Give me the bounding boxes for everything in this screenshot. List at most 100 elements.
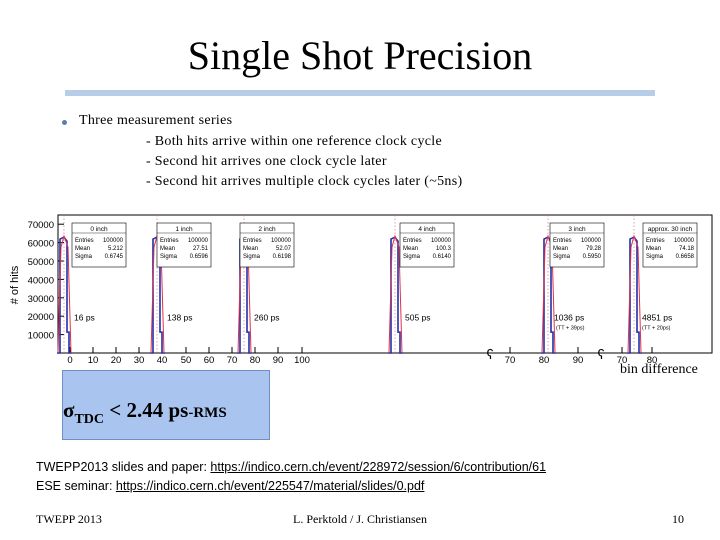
bin-difference-label: bin difference — [620, 362, 698, 377]
stats-key: Mean — [553, 246, 568, 252]
link-row-twepp: TWEPP2013 slides and paper: https://indi… — [36, 458, 546, 477]
histogram-bar — [388, 236, 403, 354]
plot-frame — [57, 214, 713, 354]
stats-value: 5.212 — [108, 246, 124, 252]
histogram-svg: # of hits 10000 20000 30000 40000 50000 60000 7… — [9, 214, 713, 366]
stats-value: 27.51 — [193, 246, 209, 252]
stats-key: Entries — [553, 238, 572, 244]
x-tick-label: 90 — [273, 355, 284, 366]
x-tick-label: 30 — [134, 355, 145, 366]
stats-box-title: 4 inch — [418, 226, 436, 233]
bullet-main: Three measurement series — [79, 113, 233, 128]
stats-key: Mean — [646, 246, 661, 252]
fit-curve — [57, 234, 72, 354]
x-tick-label: 60 — [204, 355, 215, 366]
sigma-subscript: TDC — [74, 412, 104, 427]
x-tick-label: 40 — [157, 355, 168, 366]
title-underline — [65, 90, 655, 96]
y-tick-label: 30000 — [28, 294, 54, 305]
y-tick-label: 40000 — [28, 275, 54, 286]
reference-links: TWEPP2013 slides and paper: https://indi… — [36, 458, 546, 496]
stats-key: Entries — [403, 238, 422, 244]
footer-center: L. Perktold / J. Christiansen — [293, 512, 427, 526]
stats-value: 74.18 — [679, 246, 695, 252]
sigma-unit: -RMS — [188, 405, 227, 421]
fit-curve — [388, 234, 403, 354]
stats-box-title: approx. 30 inch — [648, 226, 693, 233]
link-twepp[interactable]: https://indico.cern.ch/event/228972/sess… — [210, 460, 547, 474]
peak-annotation: 4851 ps — [642, 313, 672, 323]
stats-value: 0.5950 — [583, 254, 602, 260]
histogram-plot: # of hits 10000 20000 30000 40000 50000 60000 7… — [0, 205, 720, 370]
stats-box-title: 1 inch — [175, 226, 193, 233]
subbullet-2: - Second hit arrives one clock cycle lat… — [146, 154, 387, 169]
peak-annotation: 260 ps — [254, 313, 280, 323]
sigma-value: < 2.44 ps — [104, 398, 189, 422]
stats-value: 100.3 — [436, 246, 452, 252]
x-tick-label: 90 — [573, 355, 584, 366]
stats-key: Sigma — [646, 254, 664, 260]
y-tick-label: 10000 — [28, 331, 54, 342]
slide-title: Single Shot Precision — [187, 33, 533, 78]
stats-key: Entries — [75, 238, 94, 244]
stats-value: 0.6140 — [433, 254, 452, 260]
stats-key: Sigma — [75, 254, 93, 260]
y-tick-label: 60000 — [28, 239, 54, 250]
stats-value: 100000 — [103, 238, 124, 244]
x-tick-label: 0 — [67, 355, 72, 366]
stats-value: 79.28 — [586, 246, 602, 252]
sigma-box: σTDC < 2.44 ps-RMS — [62, 370, 270, 440]
peak-annotation: 1036 ps — [554, 313, 584, 323]
histogram-bar — [57, 236, 72, 354]
stats-box — [239, 222, 295, 268]
stats-value: 100000 — [581, 238, 602, 244]
stats-value: 100000 — [431, 238, 452, 244]
axis-break-icon: ʕ — [487, 346, 494, 362]
sigma-symbol: σ — [63, 398, 75, 422]
stats-box — [156, 222, 212, 268]
stats-value: 100000 — [674, 238, 695, 244]
link-row-ese: ESE seminar: https://indico.cern.ch/even… — [36, 477, 546, 496]
stats-key: Sigma — [403, 254, 421, 260]
link-ese[interactable]: https://indico.cern.ch/event/225547/mate… — [115, 479, 425, 493]
stats-key: Sigma — [243, 254, 261, 260]
y-axis-label: # of hits — [9, 265, 21, 304]
stats-box-title: 0 inch — [90, 226, 108, 233]
stats-key: Entries — [646, 238, 665, 244]
peak-annotation: 138 ps — [167, 313, 193, 323]
y-tick-label: 20000 — [28, 312, 54, 323]
stats-key: Mean — [403, 246, 418, 252]
x-tick-label: 80 — [250, 355, 261, 366]
x-tick-label: 50 — [181, 355, 192, 366]
footer-page-number: 10 — [672, 512, 684, 526]
x-tick-label: 80 — [647, 355, 658, 366]
stats-box-title: 3 inch — [568, 226, 586, 233]
stats-value: 0.6658 — [676, 254, 695, 260]
fit-curve — [541, 234, 556, 354]
axis-break-icon: ʕ — [598, 346, 605, 362]
stats-value: 52.07 — [276, 246, 292, 252]
stats-box — [549, 222, 605, 268]
link-label: TWEPP2013 slides and paper: — [36, 460, 211, 474]
sigma-result: σTDC < 2.44 ps-RMS — [63, 398, 227, 427]
stats-key: Mean — [75, 246, 90, 252]
x-tick-label: 20 — [111, 355, 122, 366]
peak-annotation: 16 ps — [74, 313, 95, 323]
stats-key: Sigma — [553, 254, 571, 260]
x-tick-label: 70 — [505, 355, 516, 366]
stats-box-title: 2 inch — [258, 226, 276, 233]
stats-value: 100000 — [188, 238, 209, 244]
stats-key: Sigma — [160, 254, 178, 260]
stats-value: 0.6745 — [105, 254, 124, 260]
y-tick-label: 50000 — [28, 257, 54, 268]
peak-note: (TT + 20ps) — [642, 326, 671, 332]
fit-curve — [627, 234, 642, 354]
stats-key: Entries — [160, 238, 179, 244]
stats-box — [71, 222, 127, 268]
stats-box — [642, 222, 698, 268]
bullet-dot — [62, 120, 67, 125]
y-tick-label: 70000 — [28, 220, 54, 231]
stats-key: Entries — [243, 238, 262, 244]
x-tick-label: 70 — [227, 355, 238, 366]
link-label: ESE seminar: — [36, 479, 116, 493]
